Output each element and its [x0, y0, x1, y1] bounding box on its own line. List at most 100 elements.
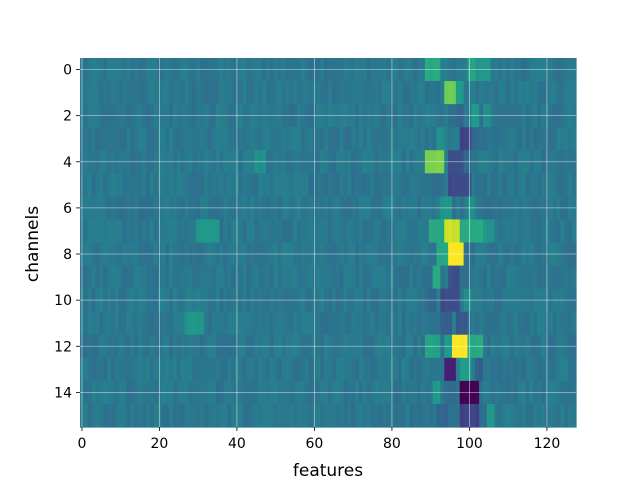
heatmap-cell — [300, 403, 306, 428]
heatmap-cell — [459, 403, 465, 428]
heatmap-cell — [242, 219, 248, 244]
heatmap-cell — [413, 127, 418, 151]
heatmap-cell — [452, 357, 457, 382]
heatmap-cell — [393, 219, 399, 244]
heatmap-cell — [471, 81, 476, 105]
heatmap-cell — [366, 127, 372, 151]
heatmap-cell — [448, 173, 453, 197]
heatmap-cell — [231, 403, 236, 428]
heatmap-cell — [242, 127, 248, 151]
heatmap-cell — [517, 403, 523, 428]
heatmap-cell — [207, 311, 213, 336]
heatmap-cell — [300, 219, 306, 244]
heatmap-cell — [130, 311, 135, 336]
heatmap-cell — [246, 173, 252, 197]
heatmap-cell — [238, 357, 244, 382]
heatmap-cell — [483, 173, 488, 197]
heatmap-cell — [359, 311, 364, 336]
heatmap-cell — [421, 173, 426, 197]
heatmap-cell — [537, 219, 542, 244]
heatmap-cell — [130, 403, 135, 428]
heatmap-cell — [490, 127, 496, 151]
heatmap-cell — [293, 219, 298, 244]
heatmap-cell — [560, 173, 565, 197]
heatmap-cell — [479, 81, 484, 105]
heatmap-cell — [355, 219, 360, 244]
heatmap-cell — [277, 127, 283, 151]
heatmap-cell — [568, 127, 573, 151]
heatmap-cell — [145, 81, 151, 105]
heatmap-cell — [238, 173, 244, 197]
heatmap-cell — [494, 127, 500, 151]
x-tick-label: 40 — [228, 436, 246, 452]
heatmap-cell — [521, 403, 527, 428]
heatmap-cell — [533, 357, 538, 382]
heatmap-cell — [324, 173, 329, 197]
heatmap-cell — [343, 357, 348, 382]
heatmap-cell — [370, 81, 376, 105]
heatmap-cell — [103, 311, 108, 336]
heatmap-cell — [432, 219, 438, 244]
heatmap-cell — [118, 403, 124, 428]
heatmap-cell — [83, 357, 89, 382]
heatmap-cell — [165, 127, 170, 151]
heatmap-cell — [227, 219, 232, 244]
heatmap-cell — [483, 357, 488, 382]
heatmap-cell — [359, 173, 364, 197]
heatmap-cell — [277, 81, 283, 105]
heatmap-cell — [552, 403, 558, 428]
heatmap-cell — [413, 357, 418, 382]
heatmap-cell — [347, 127, 352, 151]
heatmap-cell — [486, 357, 492, 382]
heatmap-cell — [432, 357, 438, 382]
heatmap-cell — [556, 311, 562, 336]
heatmap-cell — [572, 127, 577, 151]
heatmap-cell — [130, 81, 135, 105]
heatmap-cell — [188, 173, 193, 197]
heatmap-cell — [320, 173, 325, 197]
heatmap-cell — [421, 265, 426, 290]
heatmap-cell — [541, 357, 546, 382]
heatmap-cell — [300, 311, 306, 336]
heatmap-cell — [122, 173, 128, 197]
heatmap-cell — [517, 265, 523, 290]
heatmap-cell — [386, 357, 391, 382]
x-tick-label: 120 — [534, 436, 561, 452]
heatmap-cell — [118, 173, 124, 197]
heatmap-cell — [223, 173, 228, 197]
heatmap-cell — [347, 219, 352, 244]
heatmap-cell — [238, 81, 244, 105]
heatmap-cell — [393, 357, 399, 382]
heatmap-cell — [293, 357, 298, 382]
heatmap-cell — [448, 81, 453, 105]
heatmap-cell — [207, 403, 213, 428]
heatmap-cell — [506, 357, 511, 382]
heatmap-cell — [452, 219, 457, 244]
heatmap-cell — [355, 265, 360, 290]
heatmap-cell — [560, 127, 565, 151]
heatmap-cell — [122, 127, 128, 151]
heatmap-cell — [382, 219, 387, 244]
heatmap-cell — [502, 265, 507, 290]
heatmap-cell — [138, 127, 143, 151]
heatmap-cell — [378, 127, 383, 151]
heatmap-cell — [483, 127, 488, 151]
heatmap-cell — [409, 357, 414, 382]
heatmap-cell — [111, 219, 116, 244]
heatmap-cell — [142, 311, 147, 336]
heatmap-cell — [560, 81, 565, 105]
heatmap-cell — [300, 265, 306, 290]
heatmap-cell — [475, 403, 480, 428]
heatmap-cell — [200, 403, 205, 428]
heatmap-cell — [258, 81, 263, 105]
heatmap-cell — [262, 265, 267, 290]
heatmap-cell — [184, 357, 190, 382]
heatmap-cell — [548, 173, 554, 197]
heatmap-cell — [533, 127, 538, 151]
heatmap-cell — [490, 311, 496, 336]
heatmap-cell — [564, 265, 569, 290]
heatmap-cell — [548, 127, 554, 151]
heatmap-cell — [316, 173, 321, 197]
heatmap-cell — [421, 357, 426, 382]
heatmap-cell — [486, 219, 492, 244]
